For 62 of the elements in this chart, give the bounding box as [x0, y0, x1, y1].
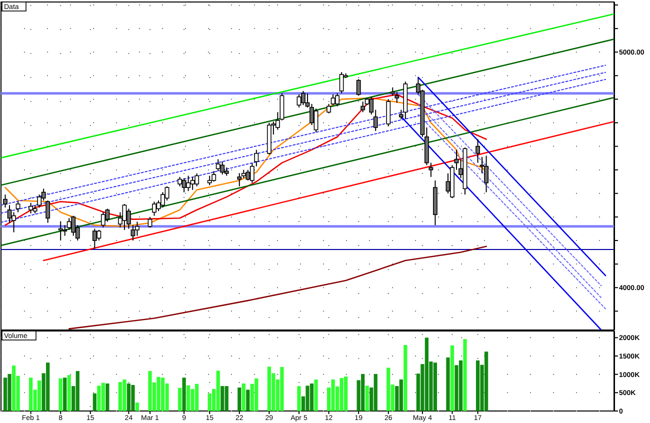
candlestick [46, 200, 50, 224]
candlestick [7, 204, 12, 224]
candlestick [296, 94, 302, 108]
bar [131, 384, 135, 411]
candlestick [100, 212, 106, 228]
bar [122, 379, 126, 411]
candlestick [92, 228, 97, 250]
candlestick [301, 90, 306, 106]
bar [92, 393, 96, 411]
bar [3, 378, 8, 411]
bar [8, 374, 12, 411]
bar [433, 362, 438, 411]
candlestick [16, 201, 20, 213]
bar [118, 382, 122, 411]
bar [46, 362, 50, 411]
candlestick [96, 229, 102, 242]
bar [306, 386, 310, 411]
bar [365, 386, 369, 411]
candlestick [28, 202, 34, 214]
bar [106, 384, 110, 411]
candlestick [3, 194, 8, 208]
bar [97, 386, 101, 411]
bar [361, 374, 365, 411]
bar [331, 379, 335, 411]
bar [458, 360, 463, 411]
candlestick [339, 72, 344, 94]
bar [76, 371, 80, 411]
bar [28, 378, 33, 411]
bar [340, 378, 344, 411]
candlestick [58, 221, 63, 242]
bar [463, 339, 467, 411]
bar [310, 384, 314, 411]
candlestick [476, 138, 480, 164]
candlestick [130, 224, 136, 242]
candlestick [135, 221, 140, 236]
candlestick [122, 204, 127, 230]
bar [484, 352, 488, 411]
bar [476, 360, 480, 411]
bar [63, 378, 67, 411]
bar [404, 345, 408, 411]
bar [399, 379, 403, 411]
bar [126, 384, 131, 411]
bar [314, 379, 318, 411]
candlestick [484, 155, 488, 193]
bar [424, 338, 429, 411]
candlestick [314, 108, 318, 133]
bar [450, 345, 454, 411]
bar [12, 366, 16, 411]
candlestick [394, 92, 400, 104]
bar [374, 374, 378, 411]
candlestick [360, 101, 366, 113]
bar [297, 386, 301, 411]
bar [280, 367, 284, 411]
bar [67, 375, 71, 411]
bar [386, 368, 390, 411]
candlestick [428, 162, 434, 178]
bar [446, 357, 450, 411]
candlestick [386, 98, 391, 127]
bar [135, 402, 140, 411]
candlestick [335, 92, 340, 107]
bar [58, 378, 62, 411]
bar [101, 382, 105, 411]
